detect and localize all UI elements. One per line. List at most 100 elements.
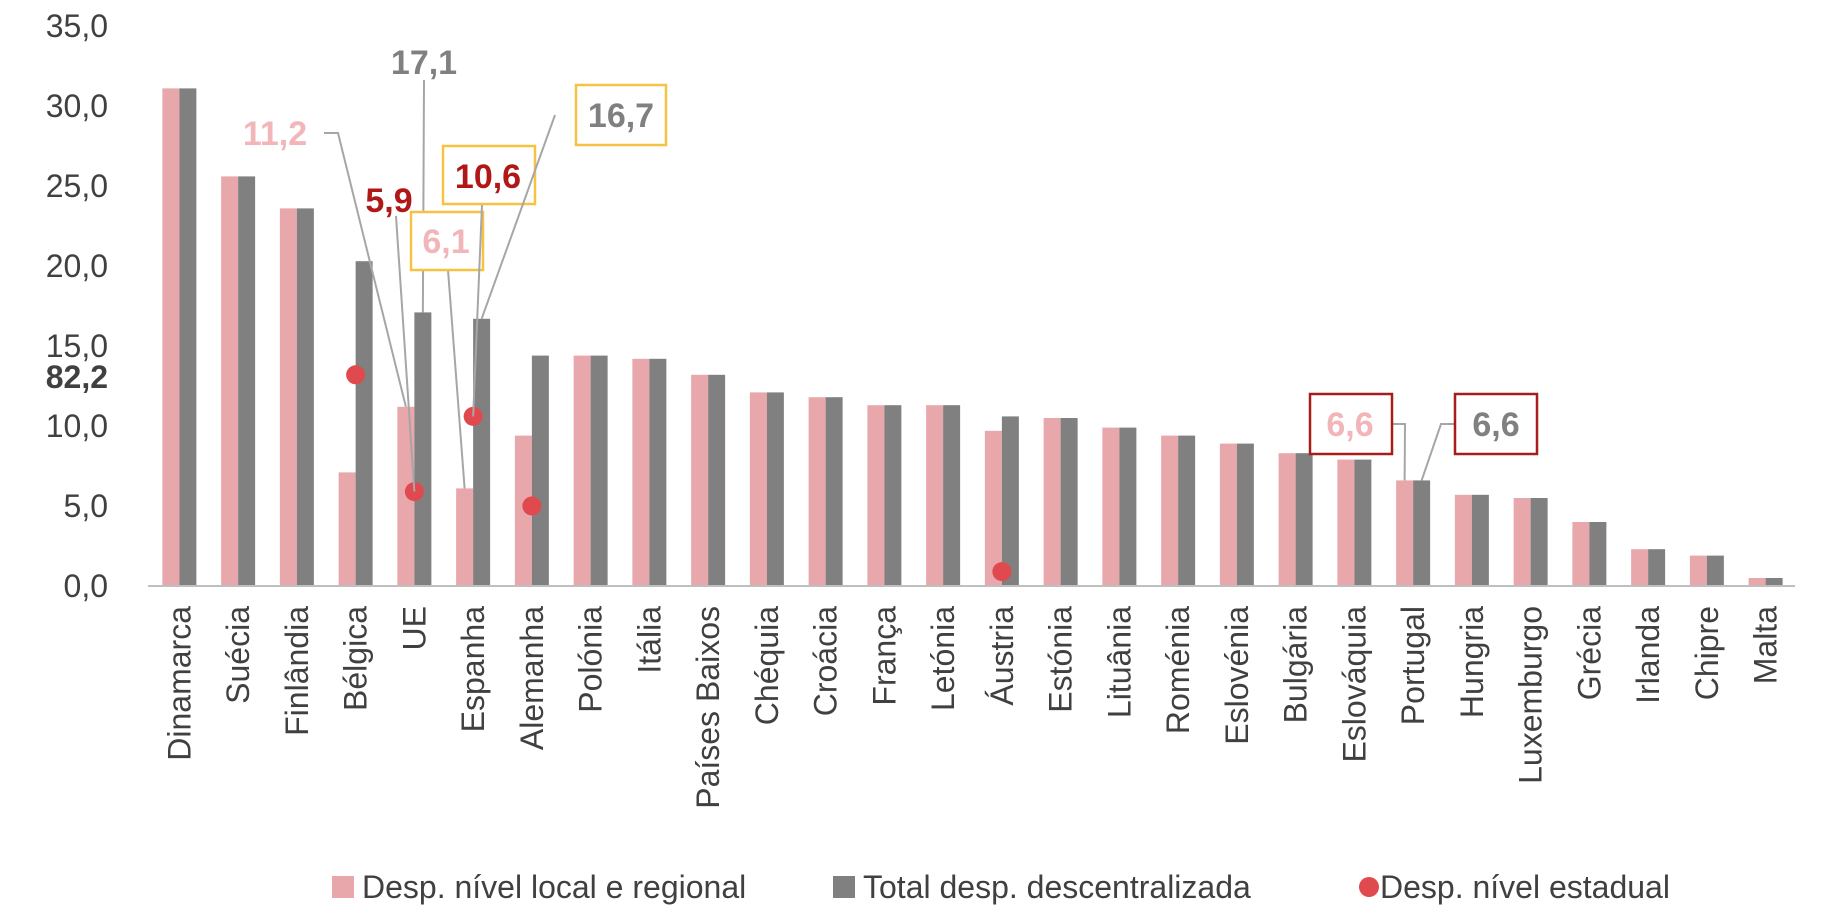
bar-local-regional bbox=[867, 405, 885, 586]
bar-local-regional bbox=[397, 406, 415, 586]
annotation-leader-line bbox=[447, 269, 466, 489]
category-label: França bbox=[866, 606, 902, 706]
outlier-value-label: 82,2 bbox=[46, 359, 108, 395]
category-label: Eslovénia bbox=[1219, 606, 1255, 745]
category-label: Países Baixos bbox=[690, 606, 726, 809]
bar-local-regional bbox=[1396, 480, 1414, 586]
bar-local-regional bbox=[1043, 418, 1061, 586]
annotation-leader-line bbox=[480, 114, 556, 320]
bar-total-decentralized bbox=[590, 355, 608, 586]
bar-total-decentralized bbox=[1236, 443, 1254, 586]
category-label: Áustria bbox=[984, 606, 1020, 706]
bar-local-regional bbox=[984, 430, 1002, 586]
y-tick-label: 5,0 bbox=[64, 488, 108, 524]
annotations: 11,2 17,1 5,9 6,1 10,6 16,7 6,6 6,6 bbox=[243, 44, 1539, 492]
bar-local-regional bbox=[632, 358, 650, 586]
category-label: Portugal bbox=[1395, 606, 1431, 725]
bar-total-decentralized bbox=[1354, 459, 1372, 586]
annotation-leader-line bbox=[1392, 423, 1407, 481]
annotation-leader-line bbox=[395, 215, 416, 492]
legend-label: Desp. nível estadual bbox=[1380, 869, 1670, 905]
bar-local-regional bbox=[279, 208, 297, 586]
category-label: Itália bbox=[631, 606, 667, 674]
category-label: Suécia bbox=[220, 606, 256, 704]
annotation-leader-line bbox=[1420, 423, 1455, 481]
bar-total-decentralized bbox=[238, 176, 256, 586]
legend-label: Desp. nível local e regional bbox=[362, 869, 746, 905]
category-label: Dinamarca bbox=[161, 606, 197, 761]
bar-local-regional bbox=[1513, 498, 1531, 586]
category-label: Alemanha bbox=[514, 606, 550, 750]
category-label: Croácia bbox=[808, 606, 844, 716]
legend-swatch-bar bbox=[332, 876, 354, 898]
category-label: Estónia bbox=[1043, 606, 1079, 713]
y-tick-label: 30,0 bbox=[46, 88, 108, 124]
bar-local-regional bbox=[1219, 443, 1237, 586]
category-label: Chéquia bbox=[749, 606, 785, 725]
bar-total-decentralized bbox=[1295, 453, 1313, 586]
bar-local-regional bbox=[573, 355, 591, 586]
category-label: Hungria bbox=[1454, 606, 1490, 718]
point-state-level bbox=[522, 496, 542, 516]
bar-total-decentralized bbox=[531, 355, 549, 586]
annotation-box bbox=[1308, 392, 1394, 456]
category-label: Eslováquia bbox=[1336, 606, 1372, 763]
x-axis-labels: Dinamarca Suécia Finlândia Bélgica UE Espanha… bbox=[161, 606, 1783, 809]
point-state-level bbox=[346, 365, 366, 385]
annotation-label: 17,1 bbox=[391, 44, 457, 82]
annotation-box bbox=[409, 210, 485, 272]
bar-local-regional bbox=[926, 405, 944, 586]
category-label: UE bbox=[396, 606, 432, 650]
bar-total-decentralized bbox=[1765, 578, 1783, 586]
bar-local-regional bbox=[1337, 459, 1355, 586]
category-label: Letónia bbox=[925, 606, 961, 711]
annotation-label: 6,6 bbox=[1472, 406, 1519, 444]
annotation-box bbox=[574, 83, 668, 147]
bar-local-regional bbox=[514, 435, 532, 586]
points bbox=[346, 365, 1012, 582]
bar-total-decentralized bbox=[1706, 555, 1724, 586]
annotation-label: 6,1 bbox=[422, 223, 469, 261]
bar-local-regional bbox=[1454, 494, 1472, 586]
bar-local-regional bbox=[1689, 555, 1707, 586]
annotation-box bbox=[441, 144, 537, 206]
category-label: Chipre bbox=[1689, 606, 1725, 700]
y-tick-label: 35,0 bbox=[46, 8, 108, 44]
bar-total-decentralized bbox=[179, 88, 197, 587]
bar-total-decentralized bbox=[766, 392, 784, 586]
annotation-label: 16,7 bbox=[588, 97, 654, 135]
bar-local-regional bbox=[162, 88, 180, 587]
bar-total-decentralized bbox=[1589, 522, 1607, 586]
category-label: Espanha bbox=[455, 606, 491, 733]
bar-total-decentralized bbox=[355, 261, 373, 586]
category-label: Polónia bbox=[573, 606, 609, 713]
bar-local-regional bbox=[1572, 522, 1590, 586]
category-label: Luxemburgo bbox=[1513, 606, 1549, 784]
point-state-level bbox=[992, 562, 1012, 582]
legend-swatch-point bbox=[1359, 877, 1379, 897]
bar-local-regional bbox=[749, 392, 767, 586]
bar-total-decentralized bbox=[1119, 427, 1137, 586]
bar-total-decentralized bbox=[884, 405, 902, 586]
bar-local-regional bbox=[808, 397, 826, 586]
category-label: Bélgica bbox=[338, 606, 374, 711]
bar-local-regional bbox=[221, 176, 239, 586]
bar-total-decentralized bbox=[1413, 480, 1431, 586]
annotation-leader-line bbox=[421, 79, 425, 313]
category-label: Grécia bbox=[1571, 606, 1607, 700]
bar-local-regional bbox=[1102, 427, 1120, 586]
y-tick-label: 15,0 bbox=[46, 328, 108, 364]
annotation-label: 6,6 bbox=[1326, 406, 1373, 444]
legend: Desp. nível local e regional Total desp. … bbox=[332, 869, 1670, 905]
bar-local-regional bbox=[456, 488, 474, 586]
category-label: Malta bbox=[1748, 606, 1784, 684]
annotation-box bbox=[1453, 392, 1539, 456]
bar-total-decentralized bbox=[708, 374, 726, 586]
bar-total-decentralized bbox=[296, 208, 314, 586]
annotation-label: 5,9 bbox=[365, 182, 412, 220]
bar-total-decentralized bbox=[1178, 435, 1196, 586]
bar-total-decentralized bbox=[1530, 498, 1548, 586]
bar-local-regional bbox=[691, 374, 709, 586]
category-label: Bulgária bbox=[1278, 606, 1314, 724]
annotation-leader-line bbox=[472, 204, 483, 417]
